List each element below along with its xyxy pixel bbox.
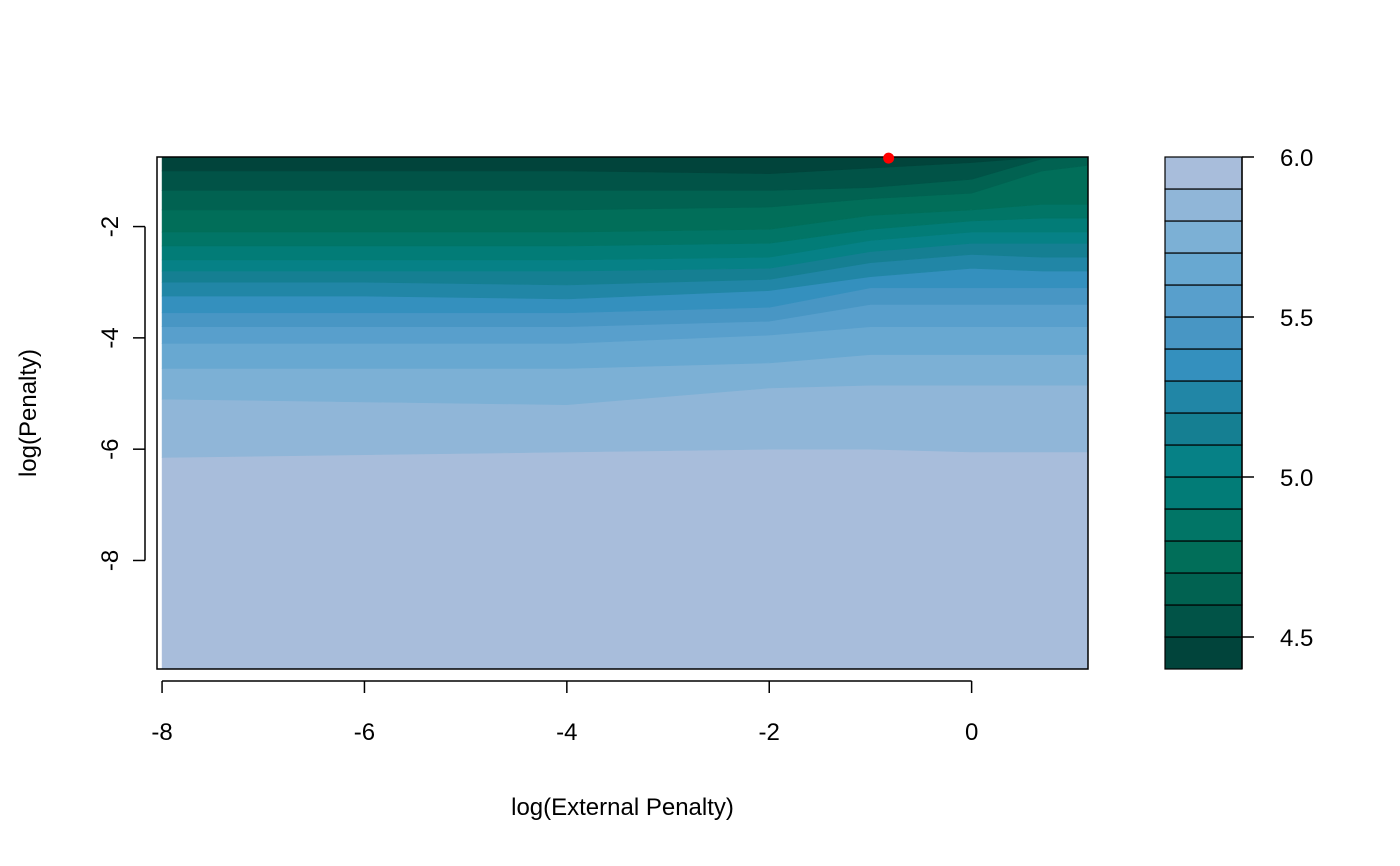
contour-band	[161, 448, 1089, 670]
colorbar-swatch	[1164, 412, 1243, 446]
colorbar-swatch	[1164, 252, 1243, 286]
x-tick-label: -8	[151, 719, 172, 746]
colorbar-swatch	[1164, 316, 1243, 350]
y-tick-label: -2	[97, 216, 124, 237]
x-tick-label: -2	[759, 719, 780, 746]
colorbar-tick-label: 5.0	[1280, 465, 1313, 492]
x-axis-title: log(External Penalty)	[511, 794, 734, 821]
x-tick-label: -4	[556, 719, 577, 746]
colorbar-swatch	[1164, 380, 1243, 414]
y-tick-label: -8	[97, 550, 124, 571]
colorbar-swatch	[1164, 636, 1243, 670]
colorbar-swatch	[1164, 284, 1243, 318]
colorbar-swatch	[1164, 156, 1243, 190]
contour-bands	[161, 156, 1089, 670]
y-axis: -2 -4 -6 -8	[97, 216, 146, 571]
y-axis-title: log(Penalty)	[15, 349, 42, 477]
x-tick-label: 0	[965, 719, 978, 746]
colorbar-swatch	[1164, 220, 1243, 254]
colorbar-swatch	[1164, 604, 1243, 638]
colorbar-swatch	[1164, 540, 1243, 574]
colorbar-swatch	[1164, 476, 1243, 510]
optimum-point	[883, 152, 895, 164]
plot-frame	[156, 156, 1089, 670]
colorbar-swatch	[1164, 572, 1243, 606]
colorbar-tick-label: 4.5	[1280, 625, 1313, 652]
colorbar-swatch	[1164, 348, 1243, 382]
x-axis: -8 -6 -4 -2 0	[151, 680, 978, 746]
x-tick-label: -6	[354, 719, 375, 746]
optimum-point-layer	[883, 152, 895, 164]
colorbar-swatch	[1164, 444, 1243, 478]
y-tick-label: -6	[97, 439, 124, 460]
y-tick-label: -4	[97, 327, 124, 348]
colorbar-swatch	[1164, 188, 1243, 222]
colorbar-tick-label: 6.0	[1280, 145, 1313, 172]
colorbar-swatch	[1164, 508, 1243, 542]
colorbar: 4.5 5.0 5.5 6.0	[1164, 145, 1313, 670]
colorbar-tick-label: 5.5	[1280, 305, 1313, 332]
